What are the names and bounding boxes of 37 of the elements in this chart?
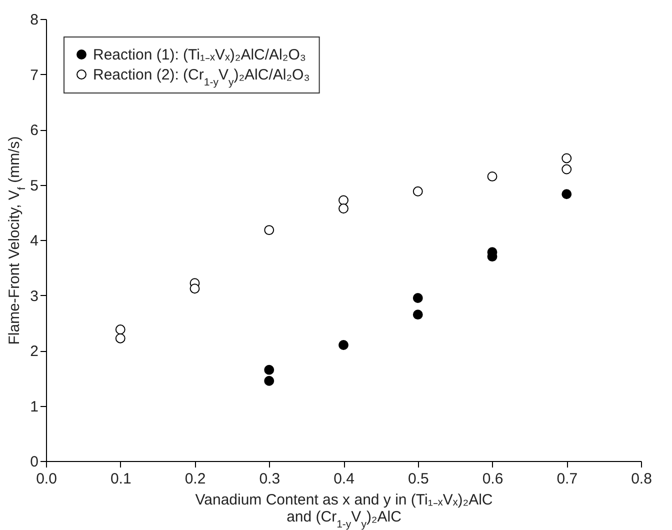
point: [115, 324, 126, 334]
point: [562, 164, 572, 174]
point: [190, 284, 200, 294]
x-tick-label: 0.3: [259, 470, 280, 488]
point: [562, 153, 572, 164]
y-tick-label: 4: [30, 232, 38, 250]
point: [264, 225, 274, 236]
y-tick-label: 7: [30, 66, 38, 84]
y-tick-label: 8: [30, 12, 38, 28]
legend-label: Reaction (1): (Ti₁₋ₓVₓ)₂AlC/Al₂O₃: [93, 46, 306, 64]
x-tick-label: 0.5: [408, 470, 429, 488]
x-tick-label: 0.4: [334, 470, 354, 488]
point: [338, 340, 348, 350]
point: [412, 293, 423, 303]
y-tick-label: 5: [30, 177, 38, 194]
y-tick-label: 6: [30, 122, 38, 139]
y-tick-label: 0: [30, 454, 38, 470]
point: [264, 364, 274, 375]
y-tick-label: 2: [30, 343, 38, 360]
point: [412, 186, 423, 196]
x-tick-label: 0.0: [36, 470, 57, 488]
point: [412, 310, 423, 320]
x-axis-title: Vanadium Content as x and y in (Ti₁₋ₓVₓ)₂AlC and (Cr$_{1-y}$V$_{y}$)₂AlC: [195, 492, 493, 530]
y-tick-label: 3: [30, 288, 38, 305]
point: [115, 333, 126, 344]
x-tick-label: 0.8: [631, 470, 652, 488]
point: [338, 195, 348, 206]
x-tick-label: 0.2: [184, 470, 206, 488]
point: [562, 189, 572, 200]
x-tick-label: 0.6: [482, 470, 504, 488]
point: [338, 204, 348, 214]
x-tick-label: 0.1: [110, 470, 132, 488]
y-tick-label: 1: [30, 398, 38, 416]
x-tick-label: 0.7: [556, 470, 578, 488]
point: [264, 376, 274, 386]
legend-label: Reaction (2): (Cr$_{1-y}$V$_{y}$)₂AlC/Al₂O₃: [93, 66, 310, 88]
point: [487, 172, 498, 182]
